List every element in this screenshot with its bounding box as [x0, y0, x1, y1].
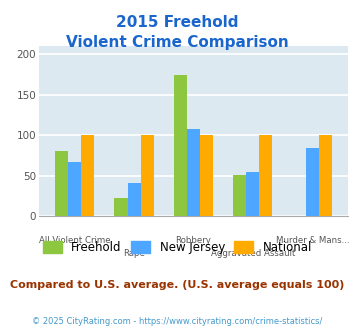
- Text: 2015 Freehold: 2015 Freehold: [116, 15, 239, 30]
- Bar: [306, 148, 319, 216]
- Bar: [260, 135, 273, 216]
- Text: Violent Crime Comparison: Violent Crime Comparison: [66, 35, 289, 50]
- Text: Robbery: Robbery: [175, 236, 212, 245]
- Text: Murder & Mans...: Murder & Mans...: [275, 236, 349, 245]
- Bar: [319, 135, 332, 216]
- Bar: [187, 129, 200, 216]
- Bar: [114, 198, 127, 216]
- Bar: [246, 172, 260, 216]
- Bar: [127, 183, 141, 216]
- Text: All Violent Crime: All Violent Crime: [39, 236, 110, 245]
- Text: Compared to U.S. average. (U.S. average equals 100): Compared to U.S. average. (U.S. average …: [10, 280, 345, 290]
- Bar: [141, 135, 154, 216]
- Bar: [68, 162, 81, 216]
- Bar: [81, 135, 94, 216]
- Bar: [55, 151, 68, 216]
- Text: Rape: Rape: [123, 249, 145, 258]
- Bar: [233, 175, 246, 216]
- Bar: [200, 135, 213, 216]
- Bar: [174, 75, 187, 216]
- Text: © 2025 CityRating.com - https://www.cityrating.com/crime-statistics/: © 2025 CityRating.com - https://www.city…: [32, 317, 323, 326]
- Text: Aggravated Assault: Aggravated Assault: [211, 249, 295, 258]
- Legend: Freehold, New Jersey, National: Freehold, New Jersey, National: [38, 236, 317, 259]
